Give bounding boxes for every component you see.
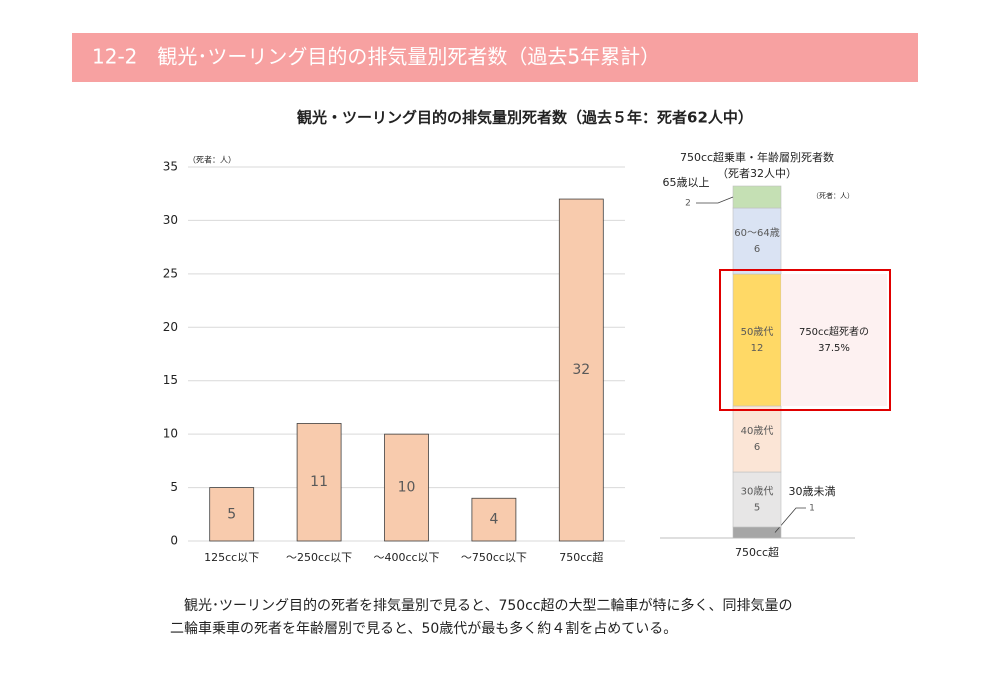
segment-label: 50歳代 bbox=[741, 326, 774, 338]
segment-value: 6 bbox=[754, 244, 760, 255]
chart-title: 750cc超乗車・年齢層別死者数 bbox=[680, 150, 834, 164]
value-label: 32 bbox=[572, 362, 590, 378]
bar bbox=[558, 198, 604, 542]
bar-segment bbox=[732, 207, 782, 275]
bar-segment bbox=[732, 273, 782, 407]
bar bbox=[471, 497, 517, 542]
value-label: 4 bbox=[489, 512, 498, 528]
chart-title: 観光・ツーリング目的の排気量別死者数（過去５年：死者62人中） bbox=[297, 109, 753, 127]
bar-segment bbox=[732, 526, 782, 539]
annotation: 37.5% bbox=[818, 343, 850, 354]
bar bbox=[296, 423, 342, 542]
leader-line bbox=[774, 507, 806, 533]
segment-value: 5 bbox=[754, 503, 760, 514]
y-tick-label: 25 bbox=[163, 266, 178, 280]
highlight-box bbox=[719, 269, 891, 411]
chart-subtitle: （死者32人中） bbox=[717, 167, 797, 180]
y-tick-label: 35 bbox=[163, 160, 178, 174]
body-text: 観光･ツーリング目的の死者を排気量別で見ると、750cc超の大型二輪車が特に多く… bbox=[170, 597, 793, 614]
unit-label: （死者：人） bbox=[188, 156, 236, 165]
bar-segment bbox=[732, 471, 782, 528]
y-tick-label: 30 bbox=[163, 213, 178, 227]
y-tick-label: 15 bbox=[163, 373, 178, 387]
y-tick-label: 5 bbox=[170, 480, 178, 494]
unit-label: （死者：人） bbox=[812, 192, 854, 200]
segment-label: 65歳以上 bbox=[663, 176, 710, 189]
body-text: 二輪車乗車の死者を年齢層別で見ると、50歳代が最も多く約４割を占めている。 bbox=[170, 620, 677, 637]
segment-value: 12 bbox=[751, 343, 764, 354]
y-tick-label: 0 bbox=[170, 534, 178, 548]
bar-segment bbox=[732, 185, 782, 209]
x-tick-label: 750cc超 bbox=[559, 550, 603, 564]
segment-label: 60～64歳 bbox=[734, 227, 779, 239]
header-title: 12-2 観光･ツーリング目的の排気量別死者数（過去5年累計） bbox=[92, 45, 660, 69]
bar bbox=[209, 487, 255, 542]
segment-value: 6 bbox=[754, 442, 760, 453]
x-tick-label: ～250cc以下 bbox=[286, 551, 352, 564]
annotation: 750cc超死者の bbox=[799, 325, 869, 338]
y-tick-label: 20 bbox=[163, 320, 178, 334]
value-label: 10 bbox=[398, 480, 416, 496]
leader-line bbox=[696, 196, 734, 204]
bar-segment bbox=[732, 405, 782, 473]
segment-value: 2 bbox=[685, 199, 691, 209]
y-tick-label: 10 bbox=[163, 427, 178, 441]
segment-value: 1 bbox=[809, 504, 815, 514]
value-label: 5 bbox=[227, 506, 236, 522]
x-tick-label: 750cc超 bbox=[735, 545, 779, 559]
segment-label: 30歳代 bbox=[741, 486, 774, 498]
annotation-fill bbox=[781, 274, 887, 406]
value-label: 11 bbox=[310, 474, 328, 490]
segment-label: 40歳代 bbox=[741, 425, 774, 437]
segment-label: 30歳未満 bbox=[789, 485, 836, 498]
x-tick-label: ～400cc以下 bbox=[373, 551, 439, 564]
bar bbox=[384, 433, 429, 542]
header-band bbox=[72, 33, 918, 82]
x-tick-label: 125cc以下 bbox=[204, 551, 259, 564]
x-tick-label: ～750cc以下 bbox=[461, 551, 527, 564]
